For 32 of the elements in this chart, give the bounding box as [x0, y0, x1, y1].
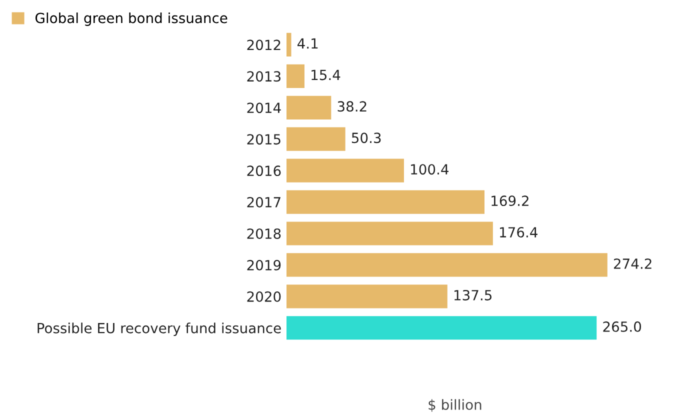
data-label: 137.5	[454, 290, 492, 300]
data-label: 265.0	[603, 321, 642, 332]
bar	[286, 222, 493, 246]
data-label: 274.2	[614, 258, 652, 269]
data-label: 169.2	[492, 196, 528, 206]
data-label: 4.1	[297, 38, 318, 49]
bar	[286, 127, 346, 151]
y-tick-label: Possible EU recovery fund issuance	[38, 322, 281, 336]
y-tick-label: 2015	[247, 134, 280, 145]
bar	[286, 284, 448, 308]
data-label: 15.4	[312, 70, 340, 80]
bar	[286, 253, 608, 277]
y-tick-label: 2017	[247, 197, 280, 208]
data-label: 50.3	[352, 132, 381, 144]
y-tick-label: 2012	[247, 40, 280, 50]
y-tick-label: 2013	[247, 71, 280, 82]
bar	[286, 190, 484, 214]
bar	[286, 158, 404, 182]
y-tick-label: 2019	[247, 260, 281, 270]
y-tick-label: 2016	[247, 166, 281, 176]
data-label: 100.4	[411, 164, 449, 175]
data-label: 38.2	[338, 101, 366, 112]
bar	[286, 32, 292, 57]
bar	[286, 316, 597, 340]
y-tick-label: 2018	[247, 228, 281, 239]
y-tick-label: 2014	[247, 102, 281, 114]
legend-label: Global green bond issuance	[36, 12, 228, 26]
y-tick-label: 2020	[247, 291, 281, 302]
x-axis-title: $ billion	[428, 399, 482, 412]
bar	[286, 96, 332, 120]
data-label: 176.4	[500, 227, 538, 238]
bar	[286, 64, 304, 88]
